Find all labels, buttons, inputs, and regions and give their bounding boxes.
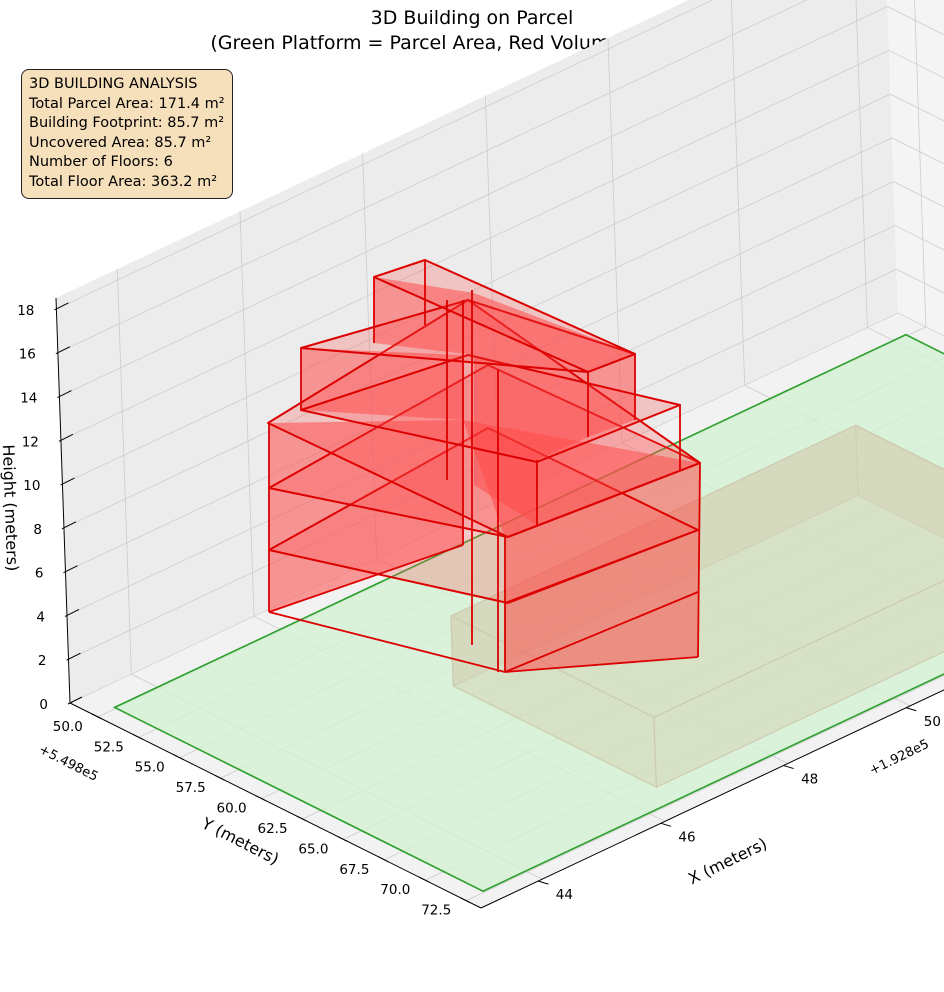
y-tick-label: 52.5 <box>94 739 124 755</box>
z-axis-title: Height (meters) <box>0 444 22 572</box>
back-pane-y <box>887 0 944 336</box>
info-line-total-floor-area: Total Floor Area: 363.2 m² <box>29 173 218 190</box>
z-tick-label: 8 <box>33 522 42 538</box>
x-axis-line <box>480 689 944 909</box>
building-edge <box>504 529 699 604</box>
z-tick <box>66 652 81 661</box>
grid-line-x-wall <box>239 211 255 617</box>
grid-line-x-wall <box>855 0 868 328</box>
x-tick-label: 48 <box>801 772 818 788</box>
y-tick <box>337 835 348 842</box>
z-tick-label: 16 <box>19 347 36 363</box>
y-tick <box>132 733 143 740</box>
y-tick-label: 67.5 <box>339 862 369 878</box>
z-tick-label: 10 <box>23 478 40 494</box>
z-tick <box>58 433 74 442</box>
z-tick <box>67 696 83 705</box>
grid-line-x-wall <box>116 269 132 675</box>
building-edge <box>504 656 699 673</box>
z-tick-label: 4 <box>36 609 45 625</box>
info-line-footprint: Building Footprint: 85.7 m² <box>29 115 225 131</box>
z-tick-label: 18 <box>17 303 34 319</box>
y-tick <box>460 897 471 904</box>
info-line-parcel-area: Total Parcel Area: 171.4 m² <box>29 95 225 112</box>
z-axis-line <box>55 297 71 704</box>
grid-line-z-wall <box>60 49 890 441</box>
x-tick <box>906 707 917 712</box>
y-tick-label: 57.5 <box>176 780 206 796</box>
z-tick <box>64 608 80 617</box>
info-line-heading: 3D BUILDING ANALYSIS <box>29 76 198 92</box>
info-line-floors: Number of Floors: 6 <box>29 154 173 170</box>
y-tick <box>378 856 389 863</box>
info-line-uncovered: Uncovered Area: 85.7 m² <box>29 134 212 151</box>
z-tick-label: 0 <box>39 697 48 713</box>
y-tick <box>255 795 266 802</box>
z-tick <box>60 477 75 486</box>
x-tick-label: 46 <box>678 829 695 845</box>
y-tick <box>419 876 430 883</box>
y-tick-label: 55.0 <box>135 760 165 776</box>
grid-line-z-wall <box>69 312 899 704</box>
grid-line-y-wall <box>914 0 927 327</box>
y-tick-label: 60.0 <box>217 801 247 817</box>
x-tick <box>538 880 549 885</box>
z-tick <box>57 390 72 398</box>
y-tick <box>214 774 225 781</box>
grid-line-x-wall <box>730 0 746 386</box>
analysis-info-box: 3D BUILDING ANALYSIS Total Parcel Area: … <box>21 69 233 199</box>
y-offset-label: +5.498e5 <box>36 742 100 785</box>
x-tick-label: 44 <box>556 887 573 903</box>
chart-title-line-1: 3D Building on Parcel <box>370 7 574 29</box>
x-tick <box>660 822 672 827</box>
z-tick <box>55 346 71 355</box>
y-tick <box>91 713 103 720</box>
grid-line-z-wall <box>56 0 714 310</box>
building-edge <box>504 591 699 673</box>
y-tick-label: 72.5 <box>421 903 451 919</box>
building-edge <box>268 611 506 673</box>
grid-line-y-floor <box>466 675 944 902</box>
z-tick-label: 12 <box>22 434 39 450</box>
y-tick <box>296 815 307 822</box>
z-tick <box>63 565 78 574</box>
z-tick-label: 6 <box>35 566 44 582</box>
z-tick-label: 14 <box>20 391 37 407</box>
y-tick-label: 62.5 <box>257 821 287 837</box>
x-tick <box>783 765 794 770</box>
building-floors <box>267 259 701 673</box>
x-axis-title: X (meters) <box>685 834 770 888</box>
y-tick <box>173 754 184 761</box>
z-tick <box>61 521 77 530</box>
building-edge <box>697 462 701 658</box>
y-tick-label: 70.0 <box>380 882 410 898</box>
y-tick-label: 50.0 <box>53 719 83 735</box>
z-tick <box>54 302 69 311</box>
z-tick-label: 2 <box>38 653 47 669</box>
building-edge <box>268 544 464 613</box>
x-tick-label: 50 <box>924 714 941 730</box>
grid-line-z-wall <box>59 6 888 397</box>
building-body-5 <box>474 293 635 525</box>
x-offset-label: +1.928e5 <box>867 737 931 779</box>
y-tick-label: 65.0 <box>298 841 328 857</box>
building-body-4 <box>374 277 474 355</box>
grid-line-z-wall <box>62 93 891 485</box>
grid-line-z-wall <box>57 0 808 354</box>
